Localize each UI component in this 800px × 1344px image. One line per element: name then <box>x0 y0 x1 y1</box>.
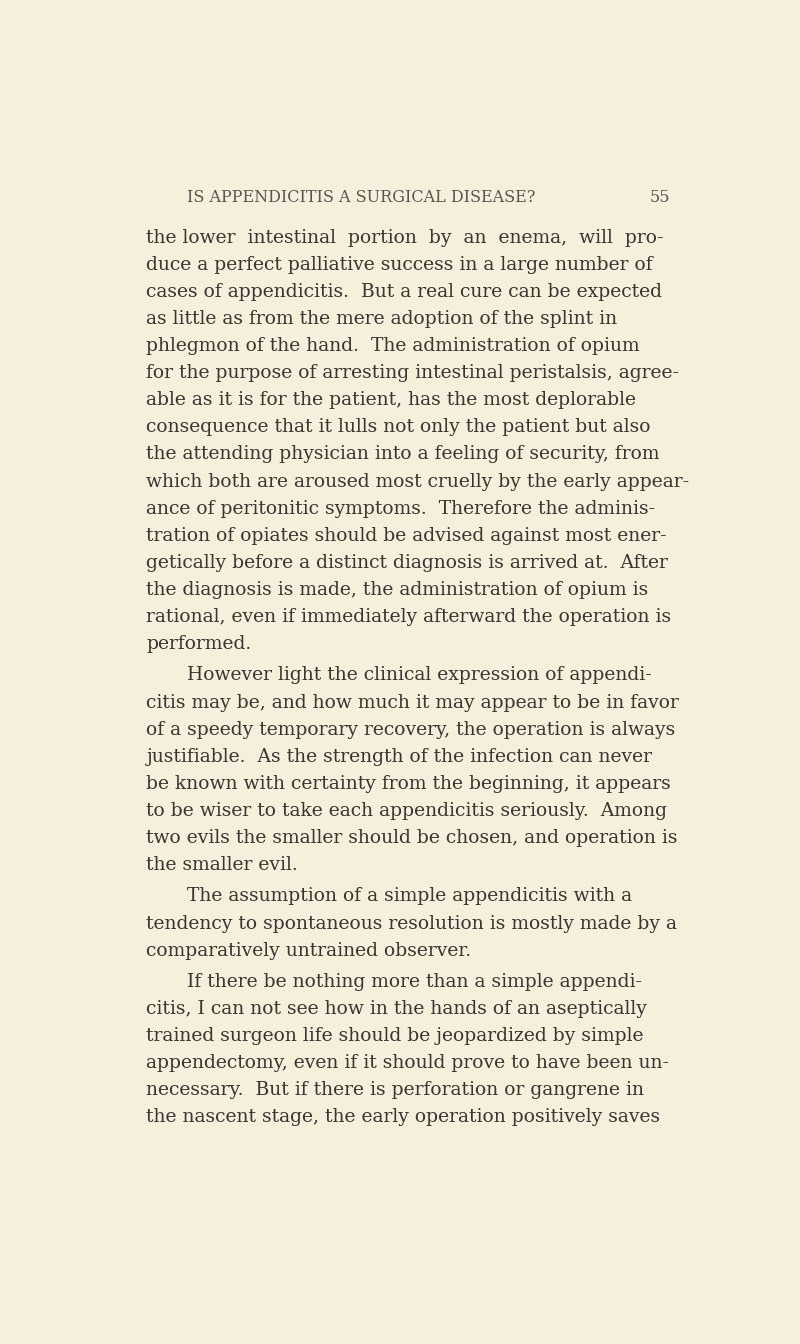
Text: getically before a distinct diagnosis is arrived at.  After: getically before a distinct diagnosis is… <box>146 554 668 573</box>
Text: as little as from the mere adoption of the splint in: as little as from the mere adoption of t… <box>146 310 618 328</box>
Text: the lower  intestinal  portion  by  an  enema,  will  pro-: the lower intestinal portion by an enema… <box>146 228 664 246</box>
Text: 55: 55 <box>650 188 670 206</box>
Text: citis may be, and how much it may appear to be in favor: citis may be, and how much it may appear… <box>146 694 679 711</box>
Text: for the purpose of arresting intestinal peristalsis, agree-: for the purpose of arresting intestinal … <box>146 364 679 382</box>
Text: rational, even if immediately afterward the operation is: rational, even if immediately afterward … <box>146 607 672 626</box>
Text: the diagnosis is made, the administration of opium is: the diagnosis is made, the administratio… <box>146 581 649 599</box>
Text: trained surgeon life should be jeopardized by simple: trained surgeon life should be jeopardiz… <box>146 1027 644 1046</box>
Text: phlegmon of the hand.  The administration of opium: phlegmon of the hand. The administration… <box>146 337 640 355</box>
Text: be known with certainty from the beginning, it appears: be known with certainty from the beginni… <box>146 775 671 793</box>
Text: consequence that it lulls not only the patient but also: consequence that it lulls not only the p… <box>146 418 651 437</box>
Text: tration of opiates should be advised against most ener-: tration of opiates should be advised aga… <box>146 527 667 544</box>
Text: the smaller evil.: the smaller evil. <box>146 856 298 874</box>
Text: appendectomy, even if it should prove to have been un-: appendectomy, even if it should prove to… <box>146 1054 670 1073</box>
Text: to be wiser to take each appendicitis seriously.  Among: to be wiser to take each appendicitis se… <box>146 802 667 820</box>
Text: However light the clinical expression of appendi-: However light the clinical expression of… <box>187 667 651 684</box>
Text: ance of peritonitic symptoms.  Therefore the adminis-: ance of peritonitic symptoms. Therefore … <box>146 500 656 517</box>
Text: able as it is for the patient, has the most deplorable: able as it is for the patient, has the m… <box>146 391 637 409</box>
Text: of a speedy temporary recovery, the operation is always: of a speedy temporary recovery, the oper… <box>146 720 676 739</box>
Text: the attending physician into a feeling of security, from: the attending physician into a feeling o… <box>146 445 660 464</box>
Text: which both are aroused most cruelly by the early appear-: which both are aroused most cruelly by t… <box>146 473 690 491</box>
Text: performed.: performed. <box>146 636 252 653</box>
Text: citis, I can not see how in the hands of an aseptically: citis, I can not see how in the hands of… <box>146 1000 647 1017</box>
Text: cases of appendicitis.  But a real cure can be expected: cases of appendicitis. But a real cure c… <box>146 282 662 301</box>
Text: two evils the smaller should be chosen, and operation is: two evils the smaller should be chosen, … <box>146 829 678 847</box>
Text: The assumption of a simple appendicitis with a: The assumption of a simple appendicitis … <box>187 887 632 906</box>
Text: necessary.  But if there is perforation or gangrene in: necessary. But if there is perforation o… <box>146 1082 645 1099</box>
Text: justifiable.  As the strength of the infection can never: justifiable. As the strength of the infe… <box>146 747 653 766</box>
Text: tendency to spontaneous resolution is mostly made by a: tendency to spontaneous resolution is mo… <box>146 914 678 933</box>
Text: comparatively untrained observer.: comparatively untrained observer. <box>146 942 472 960</box>
Text: If there be nothing more than a simple appendi-: If there be nothing more than a simple a… <box>187 973 642 991</box>
Text: the nascent stage, the early operation positively saves: the nascent stage, the early operation p… <box>146 1109 661 1126</box>
Text: IS APPENDICITIS A SURGICAL DISEASE?: IS APPENDICITIS A SURGICAL DISEASE? <box>187 188 535 206</box>
Text: duce a perfect palliative success in a large number of: duce a perfect palliative success in a l… <box>146 255 653 274</box>
